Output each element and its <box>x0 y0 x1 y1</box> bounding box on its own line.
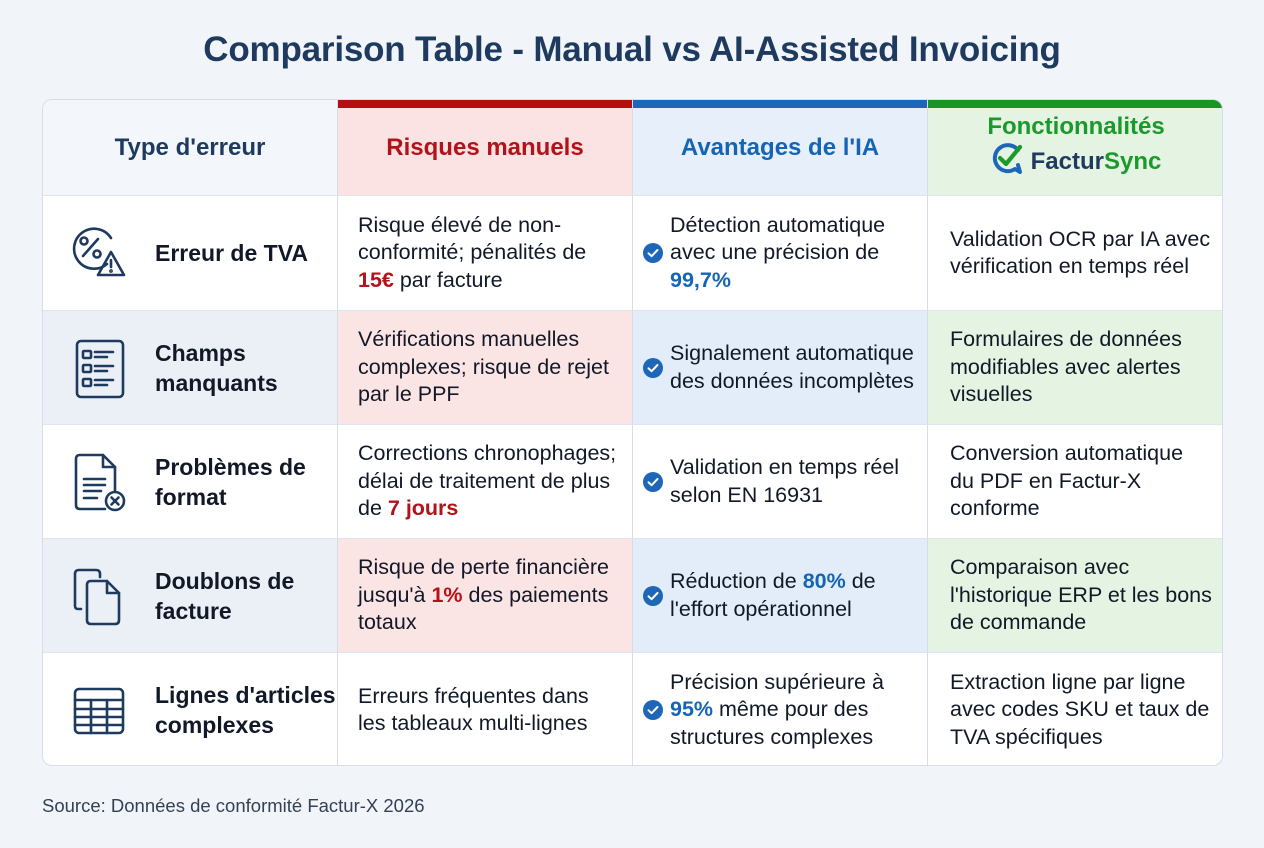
row-5-ai: Précision supérieure à 95% même pour des… <box>633 653 928 765</box>
ai-text-end: de l'effort opérationnel <box>670 569 876 621</box>
row-5-risk: Erreurs fréquentes dans les tableaux mul… <box>338 653 633 765</box>
risk-text-end: des paiements totaux <box>358 582 609 635</box>
header-ai-benefits-label: Avantages de l'IA <box>680 133 880 161</box>
error-type-label: Champs manquants <box>155 339 278 396</box>
check-circle-icon <box>643 243 663 263</box>
error-type-label: Doublons de facture <box>155 567 295 624</box>
row-4-type: Doublons de facture <box>43 539 338 653</box>
feature-text: Comparaison avec l'historique ERP et les… <box>950 555 1212 635</box>
check-circle-icon <box>643 471 663 492</box>
risk-text: Risque élevé de non-conformité; pénalité… <box>358 212 587 265</box>
check-circle-icon <box>643 357 663 378</box>
header-error-type-label: Type d'erreur <box>114 133 266 161</box>
header-manual-risks: Risques manuels <box>338 100 633 196</box>
comparison-table: Type d'erreur Risques manuels Avantages … <box>42 99 1223 766</box>
row-5-feature: Extraction ligne par ligne avec codes SK… <box>928 653 1222 765</box>
check-circle-icon <box>643 585 663 606</box>
ai-highlight: 80% <box>802 569 846 593</box>
row-3-ai: Validation en temps réel selon EN 16931 <box>633 425 928 539</box>
feature-text: Conversion automatique du PDF en Factur-… <box>950 441 1184 521</box>
row-4-feature: Comparaison avec l'historique ERP et les… <box>928 539 1222 653</box>
brand-name-part1: Factur <box>1030 147 1104 175</box>
check-bubble-icon <box>991 142 1025 182</box>
percent-warning-icon <box>67 222 129 284</box>
row-2-ai: Signalement automatique des données inco… <box>633 311 928 425</box>
table-grid-icon <box>67 679 129 741</box>
feature-text: Validation OCR par IA avec vérification … <box>950 226 1211 279</box>
ai-text: Validation en temps réel selon EN 16931 <box>670 455 900 507</box>
factursync-brand: FacturSync <box>991 142 1162 182</box>
source-note: Source: Données de conformité Factur-X 2… <box>42 795 425 816</box>
row-2-risk: Vérifications manuelles complexes; risqu… <box>338 311 633 425</box>
row-4-ai: Réduction de 80% de l'effort opérationne… <box>633 539 928 653</box>
ai-text: Signalement automatique des données inco… <box>670 341 914 393</box>
header-manual-risks-label: Risques manuels <box>386 133 584 161</box>
risk-highlight: 15€ <box>358 267 394 292</box>
risk-text-end: par facture <box>393 267 503 292</box>
error-type-label: Lignes d'articles complexes <box>155 682 336 738</box>
duplicate-files-icon <box>67 565 129 627</box>
risk-text: Risque de perte financière jusqu'à <box>358 555 609 607</box>
feature-accent-bar <box>928 100 1222 108</box>
ai-text-end: même pour des structures complexes <box>670 697 874 749</box>
error-type-label: Problèmes de format <box>155 453 306 510</box>
check-circle-icon <box>643 700 663 720</box>
header-ai-benefits: Avantages de l'IA <box>633 100 928 196</box>
ai-highlight: 99,7% <box>670 267 731 292</box>
risk-text: Corrections chronophages; délai de trait… <box>358 441 617 521</box>
ai-text: Précision supérieure à <box>670 669 884 694</box>
feature-text: Formulaires de données modifiables avec … <box>950 327 1182 407</box>
row-4-risk: Risque de perte financière jusqu'à 1% de… <box>338 539 633 653</box>
ai-highlight: 95% <box>670 697 714 722</box>
header-features-label: Fonctionnalités <box>987 113 1165 141</box>
error-type-label: Erreur de TVA <box>155 240 308 266</box>
risk-accent-bar <box>338 100 632 108</box>
risk-text: Erreurs fréquentes dans les tableaux mul… <box>358 683 589 736</box>
row-2-type: Champs manquants <box>43 311 338 425</box>
row-1-type: Erreur de TVA <box>43 196 338 311</box>
ai-text: Réduction de <box>670 569 803 593</box>
row-3-feature: Conversion automatique du PDF en Factur-… <box>928 425 1222 539</box>
feature-text: Extraction ligne par ligne avec codes SK… <box>950 669 1210 749</box>
brand-name-part2: Sync <box>1103 147 1162 175</box>
risk-highlight: 1% <box>431 582 463 607</box>
header-features: Fonctionnalités FacturSync <box>928 100 1222 196</box>
checklist-form-icon <box>67 337 129 399</box>
risk-highlight: 7 jours <box>387 496 459 521</box>
row-1-ai: Détection automatique avec une précision… <box>633 196 928 311</box>
row-1-feature: Validation OCR par IA avec vérification … <box>928 196 1222 311</box>
page-title: Comparison Table - Manual vs AI-Assisted… <box>203 30 1061 69</box>
header-error-type: Type d'erreur <box>43 100 338 196</box>
document-error-icon <box>67 451 129 513</box>
row-1-risk: Risque élevé de non-conformité; pénalité… <box>338 196 633 311</box>
ai-text: Détection automatique avec une précision… <box>670 212 886 265</box>
row-3-type: Problèmes de format <box>43 425 338 539</box>
risk-text: Vérifications manuelles complexes; risqu… <box>358 327 609 407</box>
ai-accent-bar <box>633 100 927 108</box>
row-3-risk: Corrections chronophages; délai de trait… <box>338 425 633 539</box>
row-2-feature: Formulaires de données modifiables avec … <box>928 311 1222 425</box>
row-5-type: Lignes d'articles complexes <box>43 653 338 765</box>
